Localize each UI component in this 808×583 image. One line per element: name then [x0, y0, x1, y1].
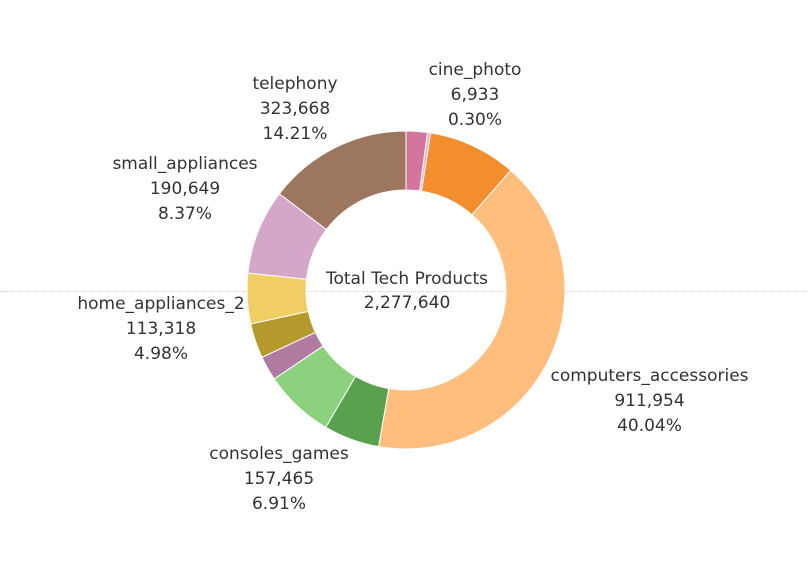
label-small-appliances: small_appliances 190,649 8.37%: [100, 152, 270, 227]
label-value: 157,465: [243, 469, 315, 489]
label-value: 911,954: [614, 391, 685, 411]
label-name: telephony: [252, 74, 338, 94]
label-home-appliances-2: home_appliances_2 113,318 4.98%: [68, 292, 254, 367]
label-name: computers_accessories: [550, 366, 749, 386]
label-value: 323,668: [259, 99, 331, 119]
label-value: 6,933: [450, 85, 500, 105]
label-name: small_appliances: [112, 154, 258, 174]
donut-slice-telephony[interactable]: [278, 130, 407, 231]
label-percent: 8.37%: [157, 204, 212, 224]
label-percent: 6.91%: [251, 494, 306, 514]
label-percent: 14.21%: [262, 124, 328, 144]
label-telephony: telephony 323,668 14.21%: [220, 72, 370, 147]
dotted-divider: [0, 291, 808, 292]
label-cine-photo: cine_photo 6,933 0.30%: [400, 58, 550, 133]
label-name: cine_photo: [428, 60, 522, 80]
center-total: 2,277,640: [363, 293, 451, 313]
label-percent: 4.98%: [133, 344, 188, 364]
donut-slice-computers-accessories[interactable]: [378, 169, 566, 450]
label-consoles-games: consoles_games 157,465 6.91%: [194, 442, 364, 517]
label-value: 190,649: [149, 179, 221, 199]
label-percent: 40.04%: [617, 416, 682, 436]
label-name: home_appliances_2: [77, 294, 245, 314]
center-title: Total Tech Products: [326, 269, 488, 289]
donut-center-label: Total Tech Products 2,277,640: [302, 267, 512, 315]
label-computers-accessories: computers_accessories 911,954 40.04%: [542, 364, 757, 439]
label-name: consoles_games: [209, 444, 349, 464]
label-value: 113,318: [125, 319, 197, 339]
label-percent: 0.30%: [447, 110, 502, 130]
